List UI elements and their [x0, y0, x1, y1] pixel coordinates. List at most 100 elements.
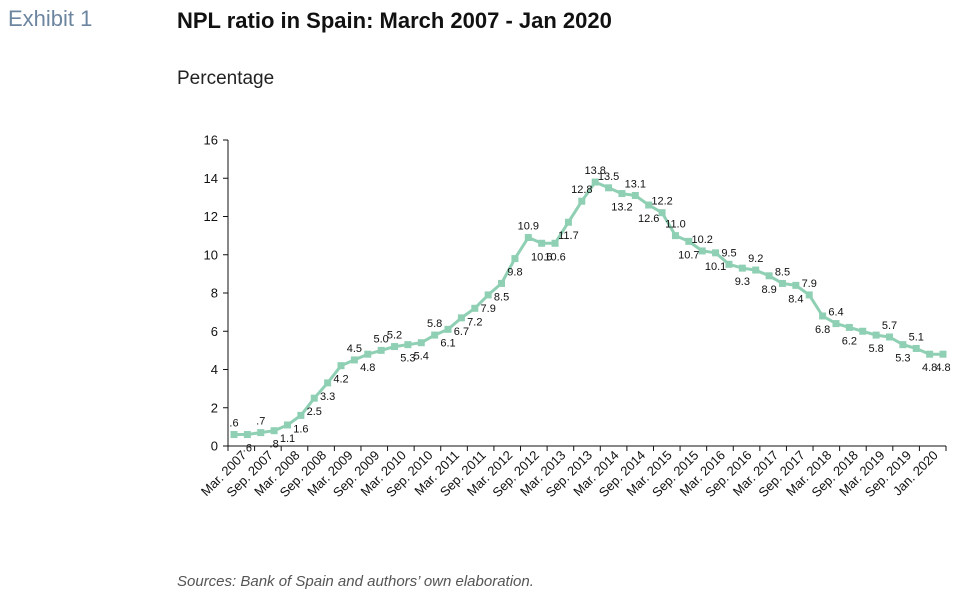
data-label: 4.5 [347, 343, 362, 355]
data-point-marker [778, 279, 786, 287]
data-label: 13.2 [611, 202, 632, 214]
data-point-marker [885, 333, 893, 341]
data-point-marker [257, 429, 265, 437]
data-point-marker [805, 291, 813, 299]
y-tick-label: 8 [211, 286, 218, 301]
data-point-marker [417, 339, 425, 347]
y-tick-label: 0 [211, 439, 218, 454]
data-label: 9.3 [735, 276, 750, 288]
data-label: 10.9 [518, 221, 539, 233]
data-label: 7.9 [802, 278, 817, 290]
data-label: 13.5 [598, 171, 619, 183]
data-label: 12.6 [638, 213, 659, 225]
data-label: 6.1 [440, 337, 455, 349]
data-point-marker [297, 411, 305, 419]
chart-marks: .6.6.7.8 1.11.62.53.34.24.54.85.05.25.35.… [229, 165, 950, 454]
data-point-marker [564, 218, 572, 226]
data-label: 9.8 [507, 267, 522, 279]
data-label: 4.8 [935, 362, 950, 374]
data-label: 6.2 [842, 335, 857, 347]
data-point-marker [324, 379, 332, 387]
data-label: 5.1 [909, 331, 924, 343]
data-point-marker [685, 237, 693, 245]
data-point-marker [712, 249, 720, 257]
data-point-marker [819, 312, 827, 320]
data-label: 5.0 [374, 333, 389, 345]
data-point-marker [926, 350, 934, 358]
data-point-marker [270, 427, 278, 435]
data-point-marker [444, 325, 452, 333]
data-label: 4.2 [333, 374, 348, 386]
y-tick-label: 10 [204, 247, 218, 262]
data-label: 7.2 [467, 316, 482, 328]
data-point-marker [551, 239, 559, 247]
data-point-marker [752, 266, 760, 274]
data-label: .6 [243, 443, 252, 455]
data-label: 5.4 [414, 351, 429, 363]
data-label: .8 [270, 439, 279, 451]
data-label: 8.4 [788, 293, 803, 305]
data-label: 3.3 [320, 391, 335, 403]
data-point-marker [618, 190, 626, 198]
data-point-marker [404, 341, 412, 349]
data-point-marker [578, 197, 586, 205]
data-label: 2.5 [307, 406, 322, 418]
data-label: 1.6 [293, 423, 308, 435]
data-point-marker [484, 291, 492, 299]
data-point-marker [725, 260, 733, 268]
data-label: 10.1 [705, 261, 726, 273]
data-label: 4.8 [360, 362, 375, 374]
data-label: 9.5 [721, 247, 736, 259]
data-label: 11.7 [558, 230, 579, 242]
data-point-marker [284, 421, 292, 429]
data-point-marker [872, 331, 880, 339]
data-point-marker [230, 431, 238, 439]
data-point-marker [671, 232, 679, 240]
data-label: .6 [229, 418, 238, 430]
data-label: 10.7 [678, 249, 699, 261]
data-label: 5.7 [882, 320, 897, 332]
data-label: .7 [256, 416, 265, 428]
data-point-marker [538, 239, 546, 247]
data-point-marker [605, 184, 613, 192]
data-point-marker [899, 341, 907, 349]
y-tick-label: 6 [211, 324, 218, 339]
data-point-marker [471, 304, 479, 312]
data-label: 8.5 [775, 266, 790, 278]
data-point-marker [792, 281, 800, 289]
data-point-marker [243, 431, 251, 439]
y-tick-label: 4 [211, 362, 218, 377]
data-point-marker [457, 314, 465, 322]
data-label: 12.8 [571, 184, 592, 196]
source-note: Sources: Bank of Spain and authors’ own … [177, 573, 534, 590]
data-point-marker [391, 343, 399, 351]
data-point-marker [939, 350, 947, 358]
data-point-marker [832, 320, 840, 328]
data-label: 5.2 [387, 330, 402, 342]
data-point-marker [431, 331, 439, 339]
data-point-marker [498, 279, 506, 287]
data-label: 5.8 [427, 318, 442, 330]
data-point-marker [337, 362, 345, 370]
data-point-marker [511, 255, 519, 263]
data-label: 10.6 [531, 251, 552, 263]
y-tick-label: 16 [204, 133, 218, 148]
data-point-marker [645, 201, 653, 209]
data-point-marker [377, 346, 385, 354]
data-label: 8.5 [494, 291, 509, 303]
data-point-marker [591, 178, 599, 186]
data-label: 5.8 [868, 343, 883, 355]
data-label: 5.3 [895, 353, 910, 365]
y-tick-label: 2 [211, 400, 218, 415]
data-label: 5.3 [400, 353, 415, 365]
data-point-marker [364, 350, 372, 358]
chart-title: NPL ratio in Spain: March 2007 - Jan 202… [177, 8, 612, 33]
chart-subtitle: Percentage [177, 68, 275, 89]
data-label: 8.9 [761, 284, 776, 296]
y-tick-label: 12 [204, 209, 218, 224]
data-point-marker [524, 234, 532, 242]
data-label: 4.8 [922, 362, 937, 374]
data-label: 6.7 [454, 326, 469, 338]
data-point-marker [738, 264, 746, 272]
